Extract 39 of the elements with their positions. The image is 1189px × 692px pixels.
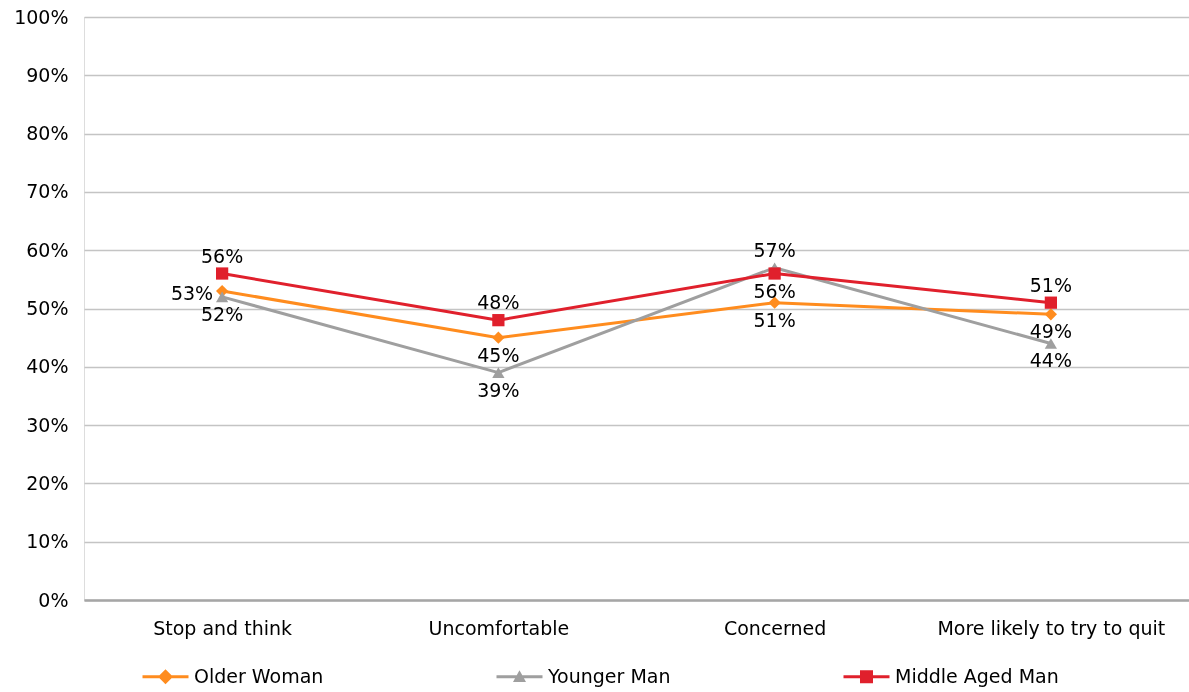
x-tick-label: Stop and think bbox=[153, 616, 293, 639]
data-label: 56% bbox=[753, 279, 796, 302]
legend-label: Middle Aged Man bbox=[895, 664, 1059, 687]
y-tick-label: 40% bbox=[26, 355, 69, 378]
y-tick-label: 60% bbox=[26, 238, 69, 261]
point bbox=[492, 314, 505, 327]
y-tick-label: 10% bbox=[26, 530, 69, 553]
data-label: 39% bbox=[477, 378, 520, 401]
data-label: 52% bbox=[201, 302, 244, 325]
point bbox=[216, 291, 229, 303]
y-tick-label: 50% bbox=[26, 297, 69, 319]
data-label: 57% bbox=[753, 238, 796, 261]
point bbox=[1044, 296, 1057, 309]
point bbox=[216, 267, 229, 280]
data-label: 48% bbox=[477, 291, 520, 314]
data-label: 44% bbox=[1029, 349, 1072, 372]
point bbox=[768, 267, 781, 280]
x-tick-label: Concerned bbox=[723, 616, 827, 639]
y-tick-label: 70% bbox=[26, 180, 69, 203]
data-label: 45% bbox=[477, 343, 520, 366]
y-tick-label: 0% bbox=[38, 588, 69, 611]
point bbox=[1044, 338, 1057, 349]
y-tick-label: 20% bbox=[26, 471, 69, 494]
x-tick-label: More likely to try to quit bbox=[937, 616, 1166, 639]
data-label: 51% bbox=[753, 308, 796, 331]
y-tick-label: 90% bbox=[26, 63, 69, 86]
legend-label: Older Woman bbox=[194, 664, 324, 687]
data-label: 56% bbox=[201, 244, 244, 267]
data-label: 49% bbox=[1029, 320, 1072, 343]
y-tick-label: 100% bbox=[14, 5, 69, 28]
data-label: 53% bbox=[170, 282, 214, 305]
point bbox=[492, 331, 505, 344]
legend-label: Younger Man bbox=[547, 664, 671, 687]
x-tick-label: Uncomfortable bbox=[428, 616, 570, 639]
y-tick-label: 30% bbox=[26, 413, 69, 436]
data-label: 51% bbox=[1029, 273, 1072, 296]
point bbox=[1044, 308, 1057, 321]
point bbox=[492, 367, 505, 378]
y-tick-label: 80% bbox=[26, 122, 69, 145]
